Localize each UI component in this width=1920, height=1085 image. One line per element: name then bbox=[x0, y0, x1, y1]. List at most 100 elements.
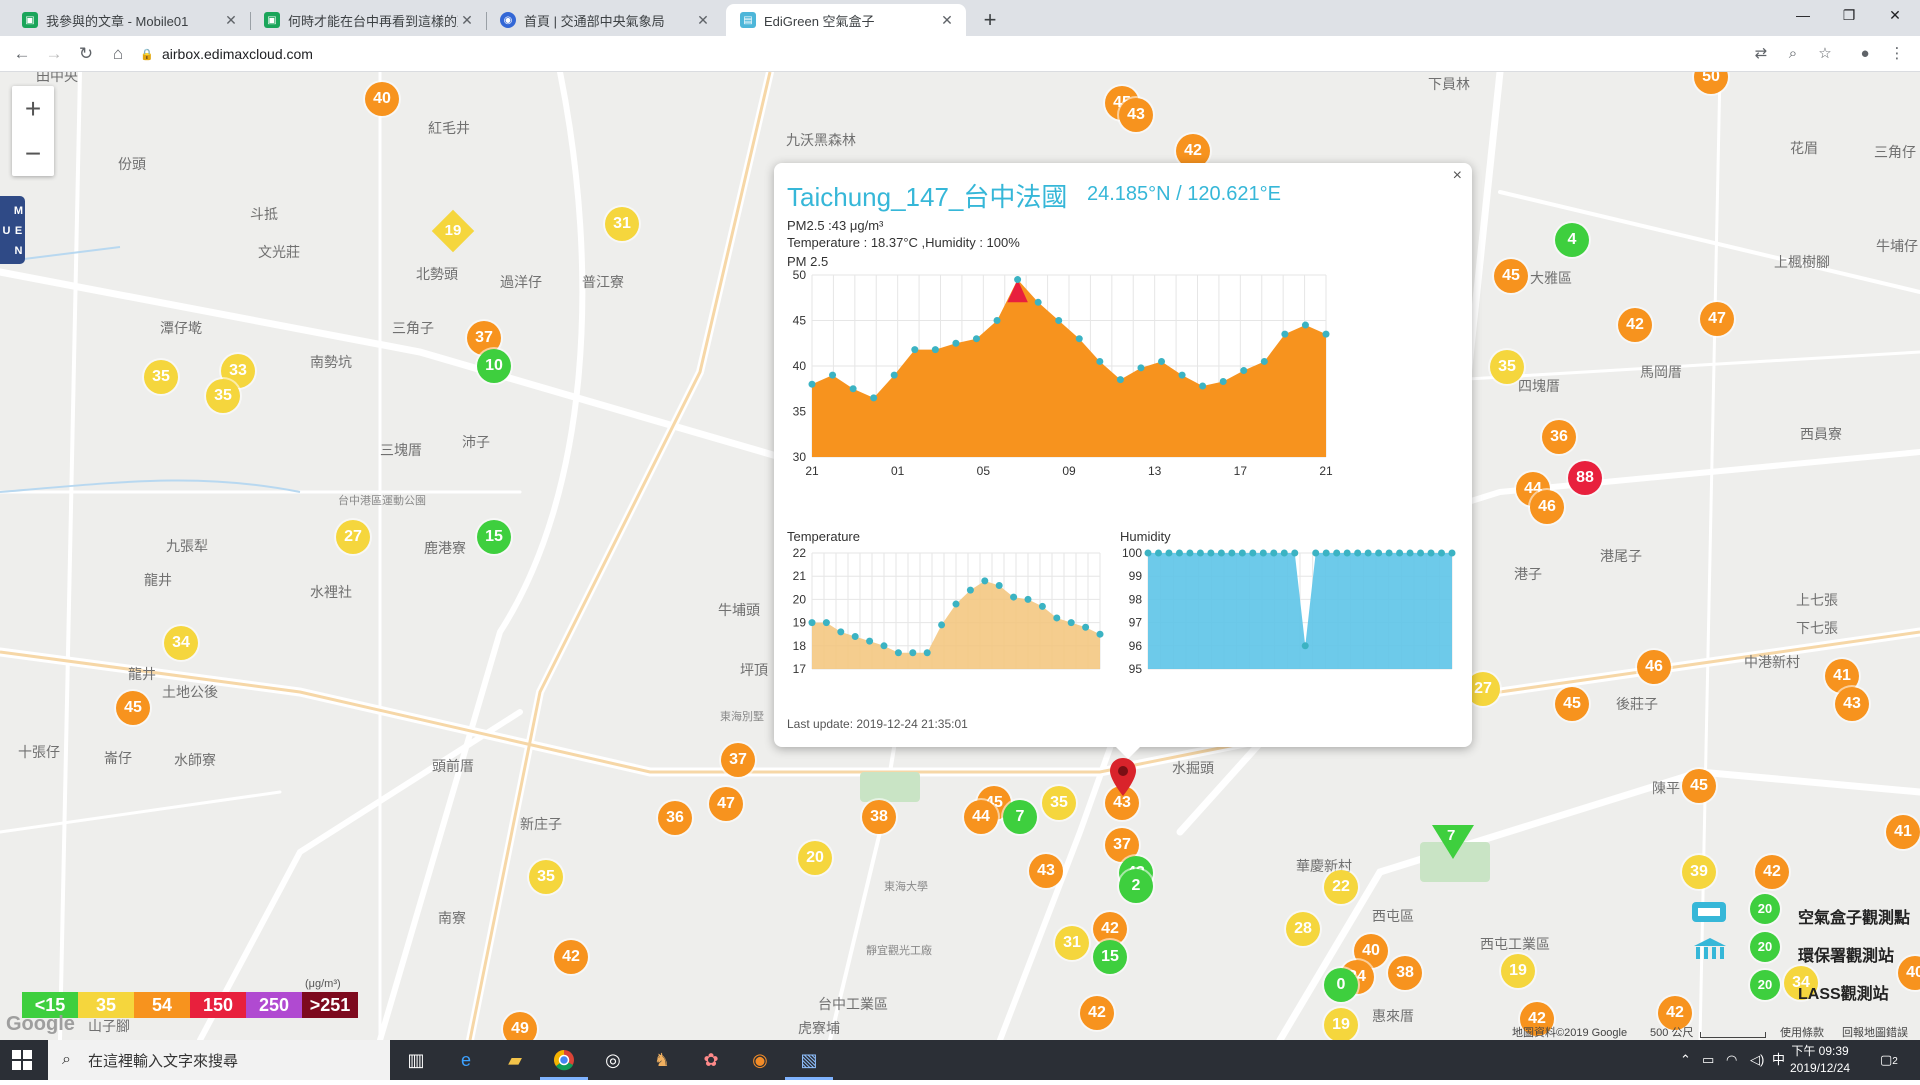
airbox-marker[interactable]: 43 bbox=[1119, 98, 1153, 132]
battery-icon[interactable]: ▭ bbox=[1702, 1052, 1715, 1067]
popup-close-button[interactable]: × bbox=[1452, 167, 1462, 184]
airbox-marker[interactable]: 42 bbox=[1618, 308, 1652, 342]
airbox-marker[interactable]: 15 bbox=[477, 520, 511, 554]
zoom-in-button[interactable]: + bbox=[24, 93, 42, 124]
airbox-marker[interactable]: 15 bbox=[1093, 940, 1127, 974]
browser-tab[interactable]: ◉ 首頁 | 交通部中央氣象局 ✕ bbox=[486, 4, 722, 36]
volume-icon[interactable]: ◁) bbox=[1750, 1052, 1765, 1067]
translate-icon[interactable]: ⇄ bbox=[1754, 45, 1768, 62]
edge-icon[interactable]: e bbox=[460, 1050, 471, 1070]
airbox-marker[interactable]: 34 bbox=[164, 626, 198, 660]
minimize-icon[interactable]: — bbox=[1796, 7, 1810, 23]
airbox-marker[interactable]: 41 bbox=[1886, 815, 1920, 849]
chrome-icon[interactable] bbox=[540, 1040, 588, 1080]
profile-icon[interactable]: ● bbox=[1860, 45, 1870, 62]
close-tab-icon[interactable]: ✕ bbox=[941, 11, 953, 28]
airbox-marker[interactable]: 4 bbox=[1555, 223, 1589, 257]
airbox-marker[interactable]: 39 bbox=[1682, 855, 1716, 889]
airbox-marker[interactable]: 0 bbox=[1324, 968, 1358, 1002]
close-tab-icon[interactable]: ✕ bbox=[461, 11, 473, 28]
app-icon[interactable]: ♞ bbox=[653, 1050, 671, 1070]
bookmark-star-icon[interactable]: ☆ bbox=[1818, 45, 1832, 62]
restore-icon[interactable]: ❐ bbox=[1842, 7, 1856, 23]
airbox-marker[interactable]: 50 bbox=[1694, 72, 1728, 94]
airbox-marker[interactable]: 43 bbox=[1835, 687, 1869, 721]
airbox-marker[interactable]: 7 bbox=[1003, 800, 1037, 834]
airbox-marker[interactable]: 36 bbox=[1542, 420, 1576, 454]
airbox-marker[interactable]: 43 bbox=[1105, 786, 1139, 820]
reload-icon[interactable]: ↻ bbox=[78, 44, 94, 63]
airbox-marker[interactable]: 22 bbox=[1324, 870, 1358, 904]
airbox-marker[interactable]: 38 bbox=[1388, 956, 1422, 990]
airbox-marker[interactable]: 37 bbox=[721, 743, 755, 777]
airbox-marker[interactable]: 46 bbox=[1530, 490, 1564, 524]
airbox-marker[interactable]: 36 bbox=[658, 801, 692, 835]
airbox-marker[interactable]: 43 bbox=[1029, 854, 1063, 888]
app-icon[interactable]: ◎ bbox=[605, 1050, 621, 1070]
airbox-marker[interactable]: 27 bbox=[336, 520, 370, 554]
airbox-marker[interactable]: 31 bbox=[1055, 926, 1089, 960]
browser-tab[interactable]: ▣ 何時才能在台中再看到這樣的藍天 ✕ bbox=[250, 4, 486, 36]
airbox-marker[interactable]: 47 bbox=[709, 787, 743, 821]
side-menu-button[interactable]: M E N U bbox=[0, 196, 25, 264]
taskbar-search-box[interactable]: ⌕ 在這裡輸入文字來搜尋 bbox=[48, 1040, 390, 1080]
selected-location-pin-icon[interactable] bbox=[1108, 756, 1138, 800]
airbox-marker[interactable]: 46 bbox=[1637, 650, 1671, 684]
network-icon[interactable]: ◠ bbox=[1726, 1052, 1738, 1067]
back-icon[interactable]: ← bbox=[13, 44, 31, 63]
airbox-marker[interactable]: 35 bbox=[1490, 350, 1524, 384]
lass-station-marker[interactable]: 7 bbox=[1432, 825, 1474, 859]
airbox-marker[interactable]: 40 bbox=[1898, 956, 1920, 990]
airbox-marker[interactable]: 44 bbox=[964, 800, 998, 834]
task-view-icon[interactable]: ▥ bbox=[407, 1050, 425, 1070]
airbox-marker[interactable]: 20 bbox=[798, 841, 832, 875]
airbox-marker[interactable]: 88 bbox=[1568, 461, 1602, 495]
airbox-marker[interactable]: 35 bbox=[144, 360, 178, 394]
airbox-marker[interactable]: 49 bbox=[503, 1012, 537, 1040]
airbox-marker[interactable]: 42 bbox=[1080, 996, 1114, 1030]
home-icon[interactable]: ⌂ bbox=[112, 44, 124, 63]
zoom-out-button[interactable]: − bbox=[24, 138, 42, 169]
system-clock[interactable]: 下午 09:39 2019/12/24 bbox=[1790, 1043, 1850, 1077]
airbox-marker[interactable]: 19 bbox=[1324, 1008, 1358, 1040]
close-tab-icon[interactable]: ✕ bbox=[697, 11, 709, 28]
browser-tab-active[interactable]: ▤ EdiGreen 空氣盒子 ✕ bbox=[726, 4, 966, 36]
airbox-marker[interactable]: 31 bbox=[605, 207, 639, 241]
new-tab-button[interactable]: + bbox=[983, 7, 997, 32]
address-bar[interactable]: 🔒 airbox.edimaxcloud.com bbox=[140, 40, 1870, 68]
forward-icon[interactable]: → bbox=[45, 44, 63, 63]
airbox-marker[interactable]: 47 bbox=[1700, 302, 1734, 336]
airbox-marker[interactable]: 10 bbox=[477, 349, 511, 383]
airbox-marker[interactable]: 42 bbox=[1176, 134, 1210, 168]
windows-start-icon[interactable] bbox=[12, 1050, 32, 1070]
airbox-marker[interactable]: 40 bbox=[365, 82, 399, 116]
report-error-link[interactable]: 回報地圖錯誤 bbox=[1842, 1027, 1908, 1039]
terms-link[interactable]: 使用條款 bbox=[1780, 1027, 1824, 1039]
airbox-marker[interactable]: 2 bbox=[1119, 869, 1153, 903]
notification-icon[interactable]: ▢2 bbox=[1880, 1052, 1898, 1067]
airbox-marker[interactable]: 41 bbox=[1825, 659, 1859, 693]
airbox-marker[interactable]: 42 bbox=[1755, 855, 1789, 889]
airbox-marker[interactable]: 19 bbox=[1501, 954, 1535, 988]
airbox-marker[interactable]: 45 bbox=[1555, 687, 1589, 721]
tray-chevron-icon[interactable]: ⌃ bbox=[1680, 1052, 1691, 1067]
app-icon[interactable]: ▧ bbox=[785, 1040, 833, 1080]
airbox-marker[interactable]: 34 bbox=[1784, 966, 1818, 1000]
blender-icon[interactable]: ◉ bbox=[752, 1050, 768, 1070]
file-explorer-icon[interactable]: ▰ bbox=[508, 1050, 522, 1070]
airbox-marker[interactable]: 38 bbox=[862, 800, 896, 834]
ime-indicator[interactable]: 中 bbox=[1772, 1052, 1786, 1067]
airbox-marker[interactable]: 45 bbox=[116, 691, 150, 725]
airbox-marker[interactable]: 42 bbox=[1658, 996, 1692, 1030]
map-data-attribution[interactable]: 地圖資料©2019 Google bbox=[1512, 1027, 1628, 1039]
airbox-marker[interactable]: 28 bbox=[1286, 912, 1320, 946]
airbox-marker[interactable]: 40 bbox=[1354, 934, 1388, 968]
airbox-marker[interactable]: 35 bbox=[1042, 786, 1076, 820]
browser-tab[interactable]: ▣ 我參與的文章 - Mobile01 ✕ bbox=[8, 4, 250, 36]
epa-station-marker[interactable]: 19 bbox=[431, 209, 475, 253]
airbox-marker[interactable]: 35 bbox=[206, 379, 240, 413]
airbox-marker[interactable]: 45 bbox=[1682, 769, 1716, 803]
airbox-marker[interactable]: 45 bbox=[1494, 259, 1528, 293]
close-window-icon[interactable]: ✕ bbox=[1889, 7, 1901, 23]
close-tab-icon[interactable]: ✕ bbox=[225, 11, 237, 28]
